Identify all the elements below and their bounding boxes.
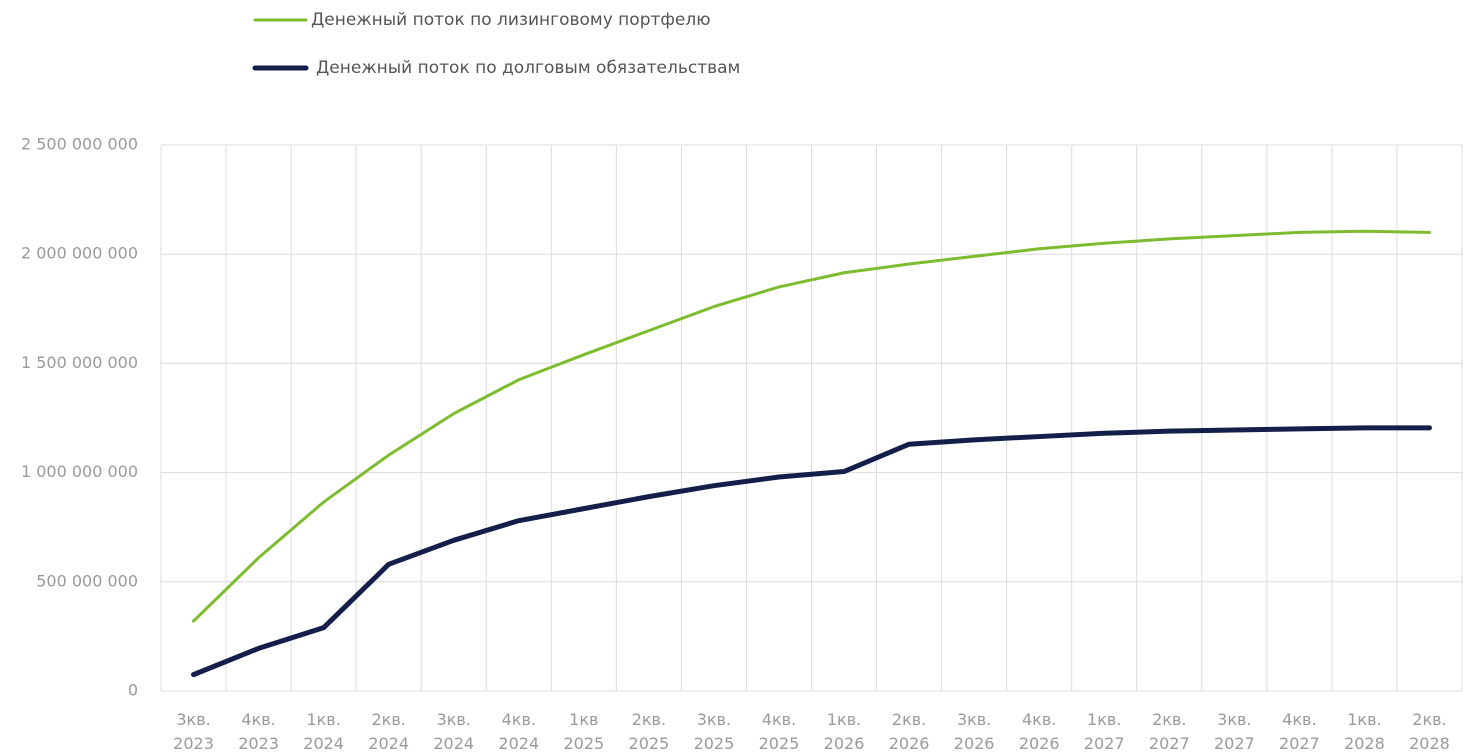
x-tick-label: 3кв. 2026 [954, 710, 995, 753]
x-tick-year: 2028 [1409, 734, 1450, 753]
x-tick-quarter: 3кв. [957, 710, 991, 729]
x-tick-quarter: 1кв [569, 710, 598, 729]
x-tick-year: 2027 [1149, 734, 1190, 753]
x-tick-year: 2024 [498, 734, 539, 753]
x-tick-label: 4кв. 2023 [238, 710, 279, 753]
x-tick-label: 3кв. 2024 [433, 710, 474, 753]
x-tick-quarter: 1кв. [306, 710, 340, 729]
y-tick-label: 0 [128, 681, 138, 700]
x-tick-year: 2026 [889, 734, 930, 753]
x-tick-year: 2026 [1019, 734, 1060, 753]
x-tick-year: 2028 [1344, 734, 1385, 753]
line-series [192, 229, 1431, 623]
x-tick-label: 3кв. 2023 [173, 710, 214, 753]
x-tick-year: 2024 [368, 734, 409, 753]
x-tick-label: 1кв. 2027 [1084, 710, 1125, 753]
x-tick-label: 2кв. 2027 [1149, 710, 1190, 753]
x-tick-label: 2кв. 2026 [889, 710, 930, 753]
x-tick-quarter: 1кв. [1347, 710, 1381, 729]
x-tick-year: 2025 [629, 734, 670, 753]
x-tick-quarter: 4кв. [762, 710, 796, 729]
x-tick-year: 2023 [173, 734, 214, 753]
x-tick-label: 1кв. 2026 [824, 710, 865, 753]
x-tick-label: 3кв. 2025 [694, 710, 735, 753]
legend-label: Денежный поток по долговым обязательства… [316, 58, 740, 78]
x-tick-quarter: 4кв. [241, 710, 275, 729]
x-tick-quarter: 2кв. [1412, 710, 1446, 729]
y-tick-label: 1 500 000 000 [21, 353, 138, 372]
x-tick-quarter: 3кв. [176, 710, 210, 729]
x-tick-year: 2023 [238, 734, 279, 753]
x-tick-year: 2024 [303, 734, 344, 753]
x-tick-year: 2027 [1279, 734, 1320, 753]
x-tick-quarter: 1кв. [827, 710, 861, 729]
y-tick-label: 2 500 000 000 [21, 135, 138, 154]
x-tick-quarter: 4кв. [1022, 710, 1056, 729]
x-tick-quarter: 2кв. [371, 710, 405, 729]
x-tick-quarter: 3кв. [697, 710, 731, 729]
legend-label: Денежный поток по лизинговому портфелю [311, 10, 711, 30]
x-tick-label: 4кв. 2027 [1279, 710, 1320, 753]
x-tick-label: 2кв. 2024 [368, 710, 409, 753]
x-tick-quarter: 2кв. [1152, 710, 1186, 729]
x-tick-label: 2кв. 2028 [1409, 710, 1450, 753]
x-tick-quarter: 1кв. [1087, 710, 1121, 729]
x-tick-quarter: 4кв. [1282, 710, 1316, 729]
x-tick-year: 2027 [1214, 734, 1255, 753]
x-tick-year: 2025 [563, 734, 604, 753]
x-tick-quarter: 3кв. [1217, 710, 1251, 729]
x-tick-year: 2025 [759, 734, 800, 753]
x-tick-year: 2025 [694, 734, 735, 753]
x-tick-quarter: 2кв. [892, 710, 926, 729]
x-tick-year: 2027 [1084, 734, 1125, 753]
y-tick-label: 2 000 000 000 [21, 244, 138, 263]
x-tick-label: 4кв. 2025 [759, 710, 800, 753]
x-tick-year: 2026 [954, 734, 995, 753]
x-tick-label: 1кв. 2028 [1344, 710, 1385, 753]
x-tick-label: 1кв. 2024 [303, 710, 344, 753]
y-tick-label: 500 000 000 [36, 571, 138, 590]
y-tick-label: 1 000 000 000 [21, 462, 138, 481]
x-tick-quarter: 4кв. [502, 710, 536, 729]
x-tick-label: 2кв. 2025 [629, 710, 670, 753]
x-tick-label: 4кв. 2024 [498, 710, 539, 753]
line-series [191, 425, 1432, 678]
x-tick-quarter: 3кв. [437, 710, 471, 729]
x-tick-year: 2024 [433, 734, 474, 753]
x-tick-label: 1кв 2025 [563, 710, 604, 753]
x-tick-quarter: 2кв. [632, 710, 666, 729]
x-tick-year: 2026 [824, 734, 865, 753]
x-tick-label: 4кв. 2026 [1019, 710, 1060, 753]
x-tick-label: 3кв. 2027 [1214, 710, 1255, 753]
